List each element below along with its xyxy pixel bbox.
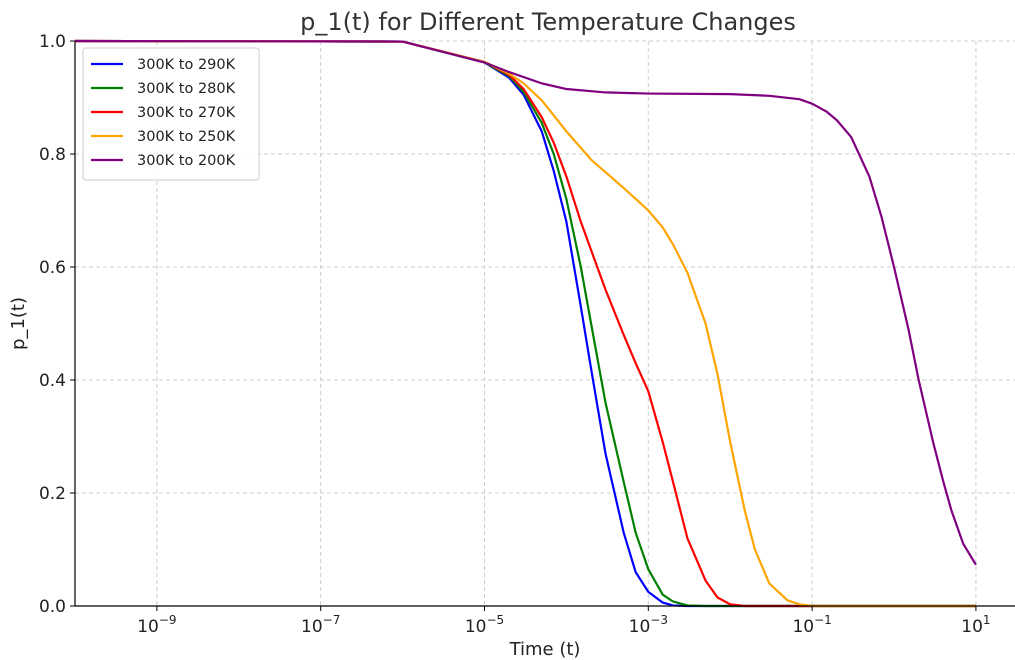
y-tick-label: 0.0 [39, 597, 66, 617]
legend-label: 300K to 270K [137, 105, 236, 121]
y-tick-label: 0.4 [39, 371, 66, 391]
series-line [74, 39, 977, 566]
y-axis-label: p_1(t) [8, 297, 29, 350]
legend-label: 300K to 250K [137, 129, 236, 145]
y-tick-label: 0.8 [39, 145, 66, 165]
series-layer [74, 39, 977, 608]
x-tick-label: 101 [961, 613, 990, 637]
x-tick-label: 10−7 [301, 613, 340, 637]
legend: 300K to 290K 300K to 280K 300K to 270K 300K… [82, 47, 260, 181]
series-line [74, 39, 976, 608]
y-tick-labels: 0.0 0.2 0.4 0.6 0.8 1.0 [39, 32, 75, 617]
x-tick-label: 10−1 [792, 613, 831, 637]
legend-label: 300K to 280K [137, 81, 236, 97]
legend-label: 300K to 290K [137, 57, 236, 73]
legend-label: 300K to 200K [137, 153, 236, 169]
x-tick-label: 10−3 [629, 613, 668, 637]
x-tick-label: 10−5 [465, 613, 504, 637]
y-tick-label: 1.0 [39, 32, 66, 52]
y-tick-label: 0.2 [39, 484, 66, 504]
y-tick-label: 0.6 [39, 258, 66, 278]
series-line [74, 39, 976, 608]
x-axis-label: Time (t) [509, 639, 581, 660]
chart-title: p_1(t) for Different Temperature Changes [300, 8, 796, 36]
x-tick-labels: 10−9 10−7 10−5 10−3 10−1 101 [137, 606, 991, 637]
series-line [74, 39, 976, 608]
x-tick-label: 10−9 [137, 613, 176, 637]
legend-box [82, 47, 260, 181]
axes [74, 41, 1015, 607]
